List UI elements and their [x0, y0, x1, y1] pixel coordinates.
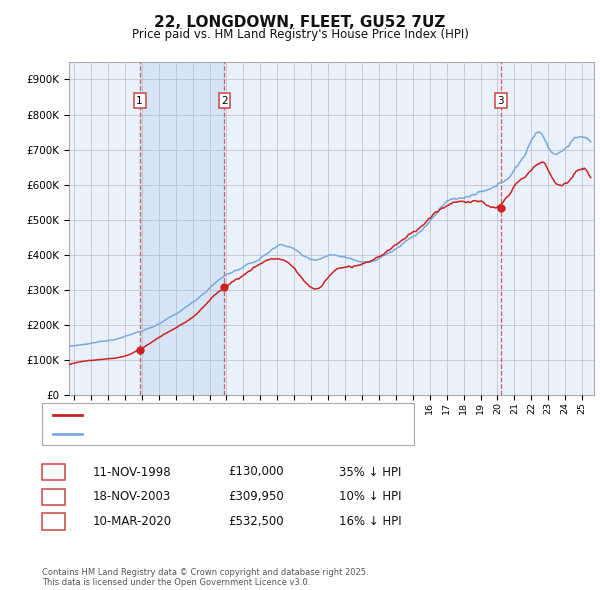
Text: 22, LONGDOWN, FLEET, GU52 7UZ: 22, LONGDOWN, FLEET, GU52 7UZ [154, 15, 446, 30]
Text: 11-NOV-1998: 11-NOV-1998 [93, 466, 172, 478]
Text: £309,950: £309,950 [228, 490, 284, 503]
Text: 22, LONGDOWN, FLEET, GU52 7UZ (detached house): 22, LONGDOWN, FLEET, GU52 7UZ (detached … [89, 410, 365, 420]
Text: £130,000: £130,000 [228, 466, 284, 478]
Text: 10-MAR-2020: 10-MAR-2020 [93, 515, 172, 528]
Text: 1: 1 [50, 466, 57, 478]
Bar [140, 62, 224, 395]
Text: Contains HM Land Registry data © Crown copyright and database right 2025.
This d: Contains HM Land Registry data © Crown c… [42, 568, 368, 587]
Text: 3: 3 [50, 515, 57, 528]
Text: 2: 2 [50, 490, 57, 503]
Text: 18-NOV-2003: 18-NOV-2003 [93, 490, 171, 503]
Text: HPI: Average price, detached house, Hart: HPI: Average price, detached house, Hart [89, 428, 304, 438]
Text: 1: 1 [136, 96, 143, 106]
Text: 35% ↓ HPI: 35% ↓ HPI [339, 466, 401, 478]
Text: £532,500: £532,500 [228, 515, 284, 528]
Text: 16% ↓ HPI: 16% ↓ HPI [339, 515, 401, 528]
Text: Price paid vs. HM Land Registry's House Price Index (HPI): Price paid vs. HM Land Registry's House … [131, 28, 469, 41]
Text: 10% ↓ HPI: 10% ↓ HPI [339, 490, 401, 503]
Text: 3: 3 [497, 96, 504, 106]
Text: 2: 2 [221, 96, 228, 106]
